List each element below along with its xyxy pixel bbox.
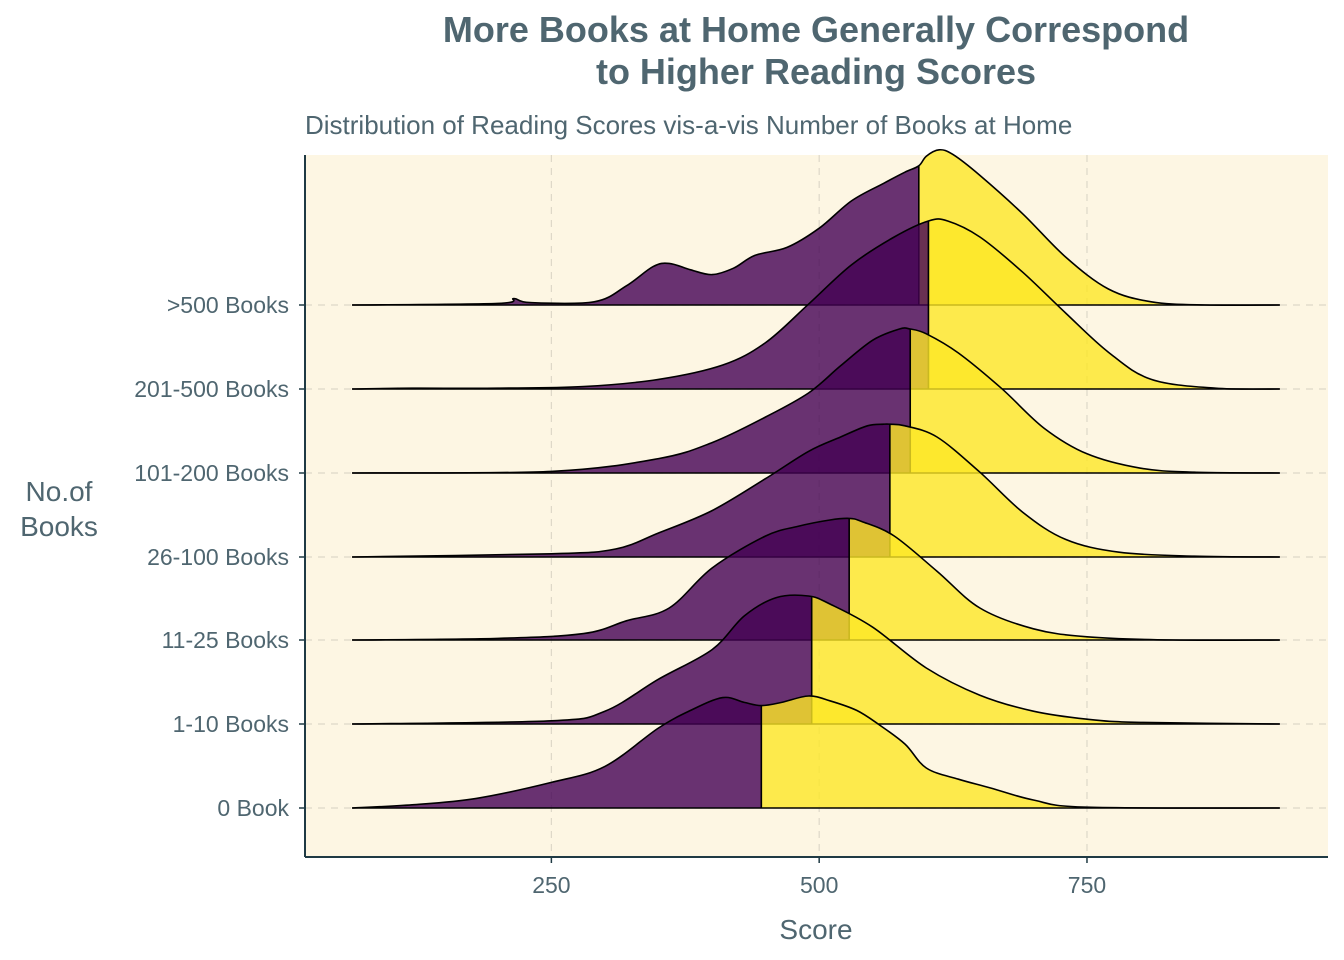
x-tick-label: 250	[532, 872, 570, 898]
y-tick-label: 26-100 Books	[147, 544, 289, 570]
y-tick-label: 101-200 Books	[134, 460, 289, 486]
ridge-area-low	[352, 423, 890, 557]
y-axis-title-line: No.of	[26, 476, 93, 507]
ridge-outline	[352, 594, 1280, 725]
y-tick-label: 1-10 Books	[173, 711, 289, 737]
axes: 250 500 750 0 Book 1-10 Books 11-25 Books 26-1…	[134, 155, 1328, 898]
ridge-area-low	[352, 697, 762, 808]
x-tick-label: 500	[800, 872, 838, 898]
ridge-area-low	[352, 220, 929, 389]
y-tick-label: 11-25 Books	[162, 627, 289, 653]
ridge-area-high	[889, 424, 1280, 557]
x-axis-title: Score	[779, 914, 852, 945]
y-tick-label: 201-500 Books	[134, 376, 289, 402]
ridge-area-high	[761, 695, 1280, 809]
ridge-area-low	[352, 518, 850, 640]
ridge-area-low	[352, 165, 919, 305]
chart-title: More Books at Home Generally Correspond t…	[443, 9, 1189, 92]
chart-title-line: to Higher Reading Scores	[596, 51, 1036, 92]
chart-subtitle: Distribution of Reading Scores vis-a-vis…	[305, 110, 1072, 140]
ridge-area-low	[352, 327, 911, 473]
ridge-outline	[352, 327, 1280, 474]
ridge-area-high	[928, 218, 1280, 390]
ridge-area-low	[352, 595, 812, 724]
ridge-outline	[352, 218, 1280, 390]
ridge-outline	[352, 695, 1280, 809]
chart-title-line: More Books at Home Generally Correspond	[443, 9, 1189, 50]
ridge-outline	[352, 148, 1280, 307]
ridge-area-high	[811, 596, 1280, 724]
y-tick-label: >500 Books	[167, 292, 289, 318]
ridge-0-book	[352, 695, 1280, 809]
y-tick-label: 0 Book	[217, 795, 289, 821]
x-tick-label: 750	[1068, 872, 1106, 898]
y-axis-title-line: Books	[20, 511, 98, 542]
y-axis-title: No.of Books	[20, 476, 98, 542]
ridge-outline	[352, 423, 1280, 558]
ridge-area-high	[849, 518, 1280, 641]
ridge-outline	[352, 517, 1280, 642]
ridge-area-high	[910, 329, 1280, 473]
ridges	[352, 148, 1280, 809]
